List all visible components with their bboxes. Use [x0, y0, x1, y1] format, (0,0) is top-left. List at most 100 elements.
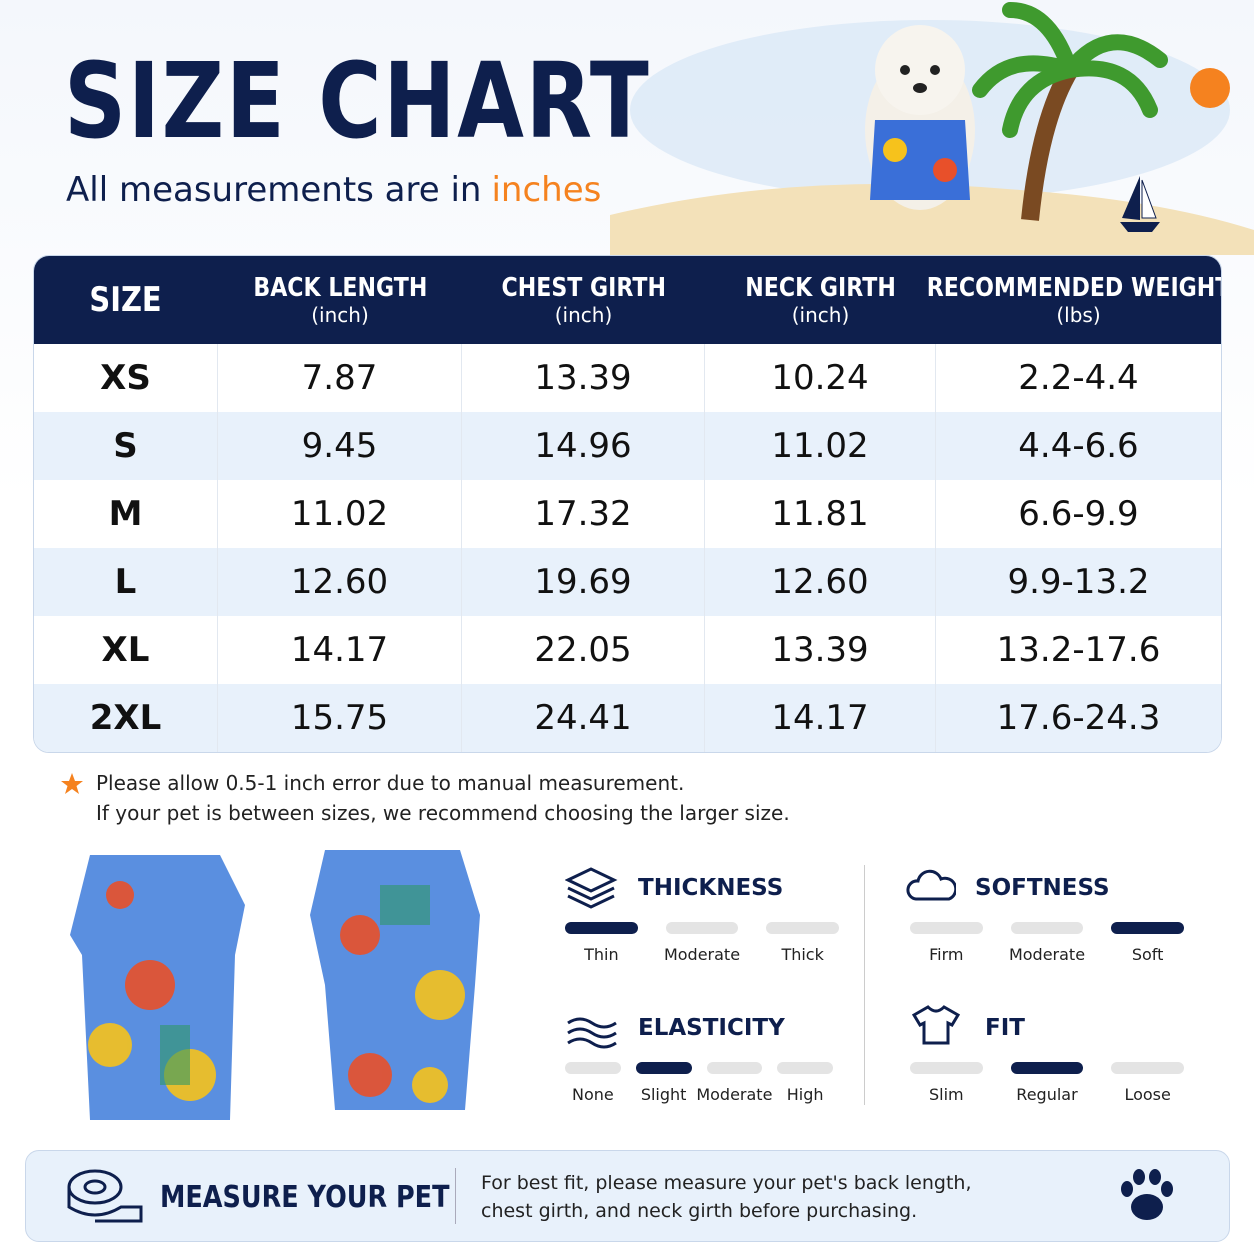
table-row: XL 14.17 22.05 13.39 13.2-17.6: [34, 616, 1221, 684]
table-cell: 24.41: [462, 684, 705, 752]
level-bar: [1111, 1062, 1184, 1074]
note: Please allow 0.5-1 inch error due to man…: [96, 771, 685, 795]
star-icon: [61, 773, 83, 794]
level-label: Moderate: [663, 945, 741, 964]
level-bar: [1010, 1062, 1084, 1074]
table-cell: 11.81: [705, 480, 936, 548]
table-cell: S: [34, 412, 218, 480]
level-label: Slight: [640, 1085, 687, 1104]
table-cell: 14.17: [218, 616, 462, 684]
header-title: CHEST GIRTH: [501, 273, 666, 303]
level-bar: [565, 922, 638, 934]
table-cell: 22.05: [462, 616, 705, 684]
title: SIZE CHART: [64, 40, 651, 162]
table-cell: 19.69: [462, 548, 705, 616]
level-bar: [910, 922, 983, 934]
table-row: M 11.02 17.32 11.81 6.6-9.9: [34, 480, 1221, 548]
header-title: SIZE: [89, 280, 163, 320]
header-cell: CHEST GIRTH (inch): [462, 256, 705, 344]
table-cell: XL: [34, 616, 218, 684]
footer-text: chest girth, and neck girth before purch…: [481, 1200, 918, 1222]
level-label: None: [572, 1085, 614, 1104]
header-title: NECK GIRTH: [745, 273, 896, 303]
table-row: XS 7.87 13.39 10.24 2.2-4.4: [34, 344, 1221, 412]
header-unit: (inch): [554, 303, 613, 327]
table-cell: 13.39: [705, 616, 936, 684]
table-cell: 17.6-24.3: [996, 698, 1161, 738]
header-cell: BACK LENGTH (inch): [218, 256, 462, 344]
table-cell: 14.17: [705, 684, 936, 752]
table-cell: 9.45: [218, 412, 462, 480]
subtitle: All measurements are in inches: [66, 170, 601, 210]
level-bar: [1010, 922, 1084, 934]
footer-divider: [455, 1168, 456, 1224]
level-bar: [1111, 922, 1184, 934]
shirt-icon: [911, 1005, 961, 1045]
paw-icon: [1121, 1169, 1173, 1220]
level-bar: [635, 1062, 692, 1074]
header-cell: SIZE: [34, 256, 218, 344]
divider: [864, 865, 865, 1105]
table-row: L 12.60 19.69 12.60 9.9-13.2: [34, 548, 1221, 616]
table-cell: 12.60: [705, 548, 936, 616]
level-label: Loose: [1124, 1085, 1171, 1104]
stretch-icon: [567, 1017, 617, 1049]
header-unit: (inch): [791, 303, 850, 327]
table-cell: 2.2-4.4: [1018, 358, 1139, 398]
header-row: SIZE BACK LENGTH (inch) CHEST GIRTH (inch) NE…: [34, 256, 1221, 344]
table-cell: 13.39: [462, 344, 705, 412]
table-cell: 11.02: [705, 412, 936, 480]
level-bar: [766, 922, 839, 934]
header-unit: (lbs): [1056, 303, 1101, 327]
footer-text: For best fit, please measure your pet's …: [481, 1172, 972, 1194]
level-bar: [706, 1062, 763, 1074]
table-cell: L: [34, 548, 218, 616]
level-label: Moderate: [696, 1085, 773, 1104]
attribute-name: FIT: [985, 1015, 1025, 1041]
table-cell: 9.9-13.2: [1007, 562, 1150, 602]
level-label: Moderate: [1008, 945, 1086, 964]
level-label: High: [786, 1085, 824, 1104]
table-row: 2XL 15.75 24.41 14.17 17.6-24.3: [34, 684, 1221, 752]
table-cell: 13.2-17.6: [996, 630, 1161, 670]
table-cell: 12.60: [218, 548, 462, 616]
attribute-name: ELASTICITY: [638, 1015, 785, 1041]
subtitle-text: All measurements are in: [66, 170, 482, 210]
layers-icon: [565, 867, 618, 909]
table-cell: 17.32: [462, 480, 705, 548]
table-cell: M: [34, 480, 218, 548]
level-label: Regular: [1016, 1085, 1078, 1104]
level-label: Thick: [781, 945, 824, 964]
header-title: RECOMMENDED WEIGHT: [926, 273, 1222, 303]
table-cell: 14.96: [462, 412, 705, 480]
header-cell: NECK GIRTH (inch): [705, 256, 936, 344]
footer-box: [25, 1150, 1230, 1242]
cloud-icon: [906, 869, 956, 901]
table-row: S 9.45 14.96 11.02 4.4-6.6: [34, 412, 1221, 480]
header-unit: (inch): [311, 303, 369, 327]
table-cell: 2XL: [34, 684, 218, 752]
attribute-name: THICKNESS: [638, 875, 784, 901]
table-cell: 11.02: [218, 480, 462, 548]
level-label: Slim: [929, 1085, 964, 1104]
size-table: SIZE BACK LENGTH (inch) CHEST GIRTH (inch) NE…: [33, 255, 1222, 753]
level-label: Thin: [584, 945, 619, 964]
note: If your pet is between sizes, we recomme…: [96, 801, 790, 825]
level-label: Soft: [1131, 945, 1164, 964]
level-bar: [665, 922, 739, 934]
table-cell: 15.75: [218, 684, 462, 752]
table-cell: XS: [34, 344, 218, 412]
table-cell: 7.87: [218, 344, 462, 412]
footer-title: MEASURE YOUR PET: [160, 1180, 450, 1215]
table-cell: 6.6-9.9: [1018, 494, 1139, 534]
table-cell: 4.4-6.6: [1018, 426, 1139, 466]
shirt-illustrations: [70, 850, 480, 1120]
header-title: BACK LENGTH: [253, 273, 427, 303]
subtitle-unit: inches: [491, 170, 602, 210]
attribute-name: SOFTNESS: [975, 875, 1110, 901]
tape-icon: [67, 1169, 143, 1223]
table-cell: 10.24: [705, 344, 936, 412]
level-bar: [910, 1062, 983, 1074]
beach-illustration: [610, 2, 1254, 255]
